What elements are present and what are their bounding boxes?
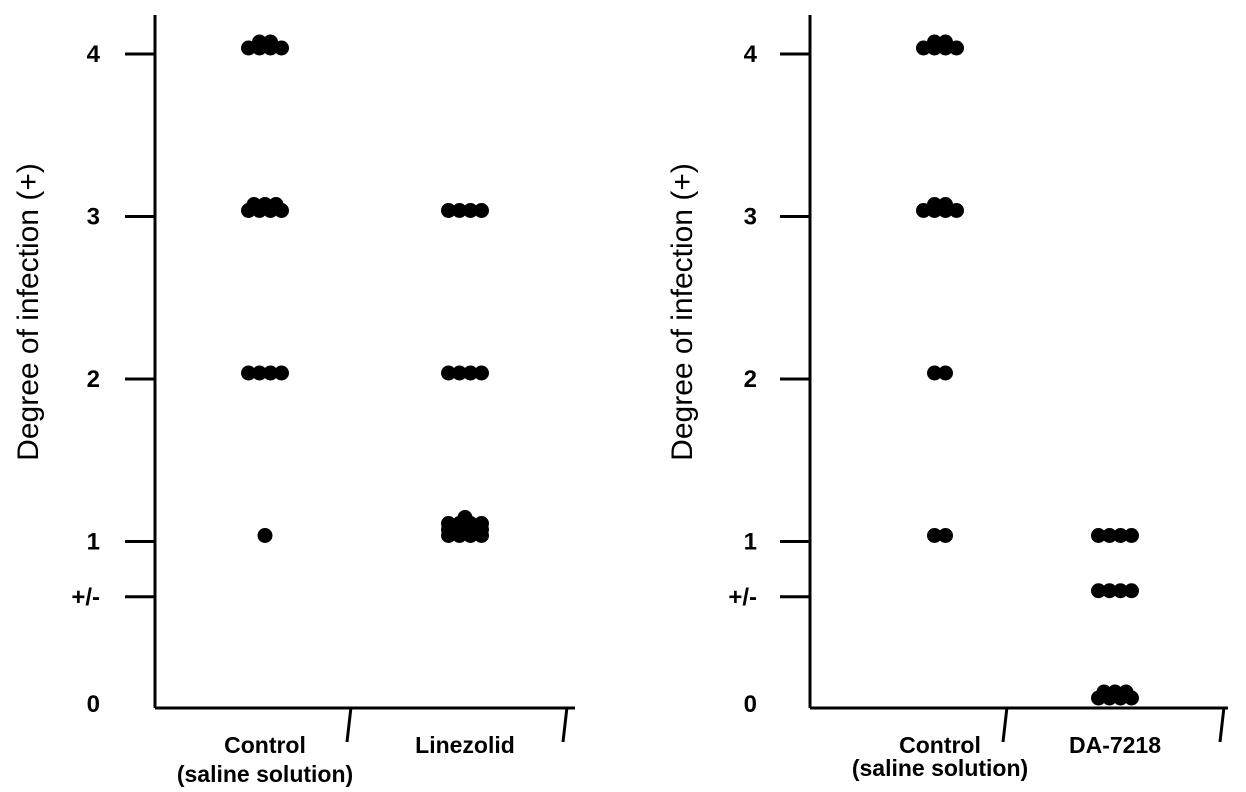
data-point — [463, 203, 478, 218]
data-point — [1102, 583, 1117, 599]
data-point — [263, 34, 278, 50]
y-tick-label: +/- — [71, 584, 100, 611]
data-point — [927, 528, 942, 543]
data-point — [274, 365, 289, 381]
category-divider — [1001, 706, 1009, 743]
data-point — [1096, 684, 1112, 700]
y-tick-label: 1 — [744, 529, 757, 556]
data-point — [474, 203, 489, 218]
data-point — [1124, 583, 1139, 599]
data-point — [1091, 583, 1106, 599]
data-point — [241, 40, 256, 56]
y-tick-label: 1 — [87, 529, 100, 556]
y-axis-title: Degree of infection (+) — [666, 163, 699, 461]
data-point — [1091, 528, 1106, 543]
data-point — [441, 516, 456, 531]
category-label: DA-7218 — [1069, 732, 1161, 758]
category-label: Control — [224, 732, 306, 758]
data-point — [452, 203, 467, 218]
data-point — [938, 365, 953, 381]
category-label: Control — [899, 732, 981, 758]
data-point — [274, 40, 289, 56]
data-point — [949, 40, 964, 56]
y-tick-label: 0 — [87, 691, 100, 718]
category-label: (saline solution) — [852, 755, 1028, 781]
data-point — [927, 365, 942, 381]
data-point — [1113, 583, 1128, 599]
data-point — [252, 365, 267, 381]
category-divider — [1218, 706, 1226, 743]
data-point — [474, 516, 489, 531]
data-point — [474, 365, 489, 381]
y-tick-label: 2 — [744, 366, 757, 393]
data-point — [949, 203, 964, 218]
data-point — [1118, 684, 1134, 700]
data-point — [938, 34, 953, 50]
data-point — [1107, 684, 1123, 700]
data-point — [441, 365, 456, 381]
y-tick-label: 3 — [87, 204, 100, 231]
plot-panel-1: 0 +/- 1 2 3 4 Degree of infection (+) Control (s… — [12, 15, 575, 787]
data-point — [938, 197, 953, 212]
plot-panel-2: 0 +/- 1 2 3 4 Degree of infection (+) Control(s… — [666, 15, 1228, 781]
data-point — [241, 365, 256, 381]
category-divider — [561, 706, 569, 743]
category-label: Linezolid — [415, 732, 515, 758]
data-point — [927, 34, 942, 50]
y-tick-label: 4 — [87, 41, 101, 68]
data-point — [1124, 528, 1139, 543]
y-tick-label: 4 — [744, 41, 758, 68]
category-label: (saline solution) — [177, 761, 353, 787]
data-point — [441, 203, 456, 218]
data-point — [257, 528, 273, 543]
data-point — [452, 365, 467, 381]
y-tick-label: 3 — [744, 204, 757, 231]
data-point — [463, 365, 478, 381]
data-point — [916, 40, 931, 56]
data-point — [263, 365, 278, 381]
data-point — [916, 203, 931, 218]
data-point — [938, 528, 953, 543]
y-tick-label: 2 — [87, 366, 100, 393]
y-tick-label: 0 — [744, 691, 757, 718]
y-axis-title: Degree of infection (+) — [12, 163, 45, 461]
data-point — [927, 197, 942, 212]
data-point — [252, 34, 267, 50]
data-point — [257, 197, 273, 212]
y-tick-label: +/- — [728, 584, 757, 611]
data-point — [1102, 528, 1117, 543]
data-point — [457, 510, 473, 525]
data-point — [246, 197, 262, 212]
category-divider — [345, 706, 353, 743]
data-point — [268, 197, 284, 212]
data-point — [1113, 528, 1128, 543]
